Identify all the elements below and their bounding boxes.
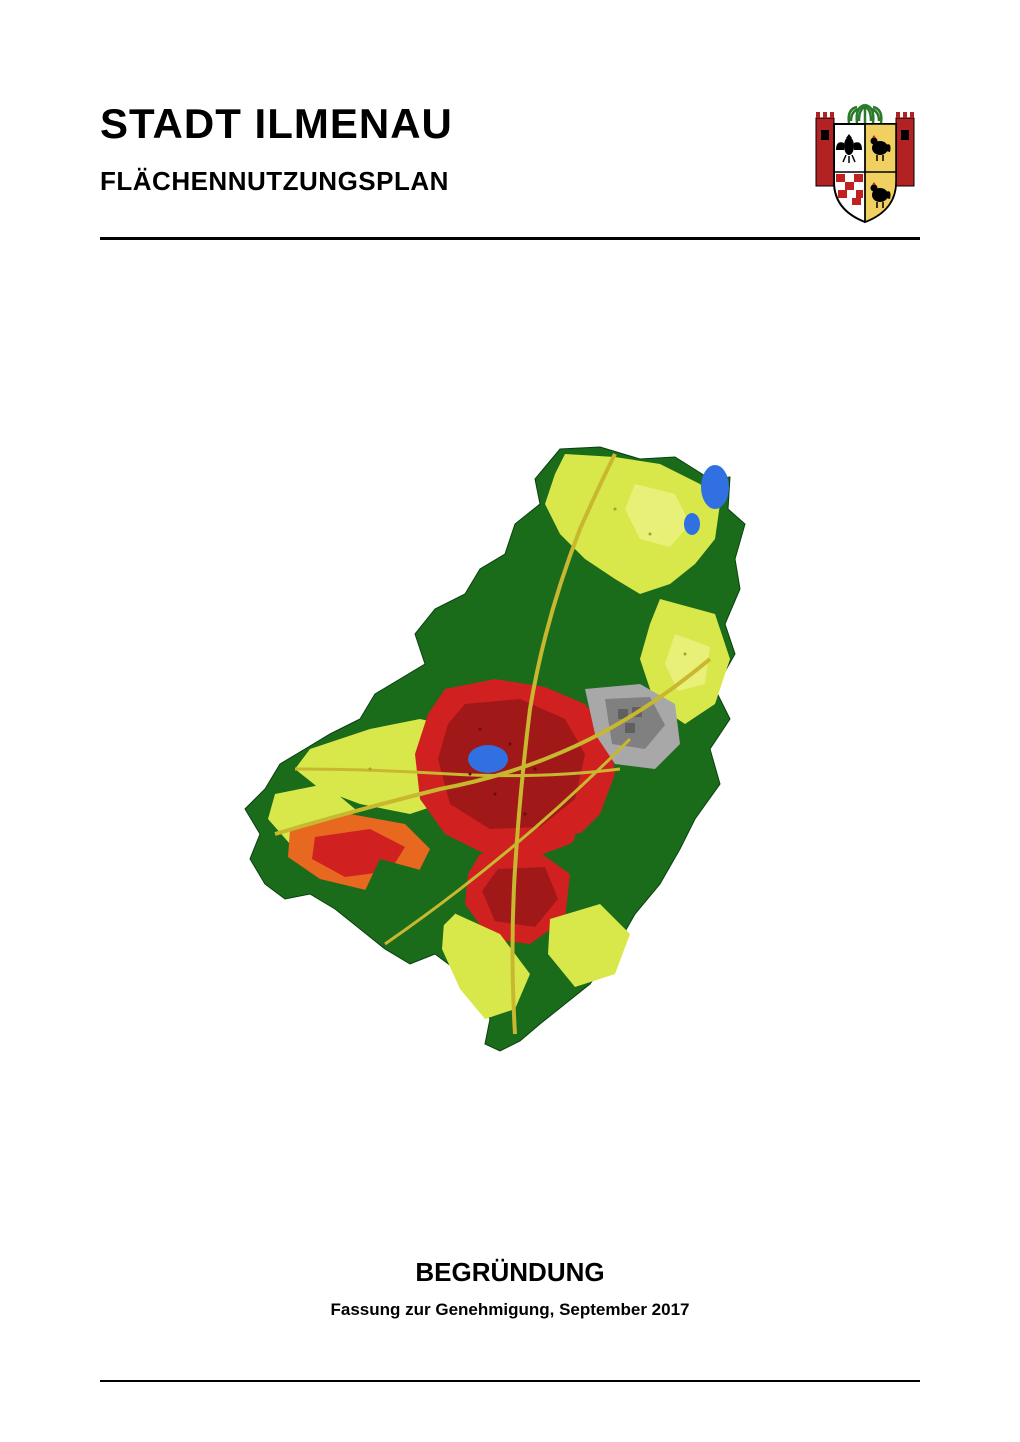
document-footer: BEGRÜNDUNG Fassung zur Genehmigung, Sept… [100,1257,920,1320]
footer-divider [100,1380,920,1382]
version-text: Fassung zur Genehmigung, September 2017 [100,1300,920,1320]
section-title: BEGRÜNDUNG [100,1257,920,1288]
map-container [100,240,920,1257]
coat-of-arms-svg [810,100,920,225]
document-header: STADT ILMENAU FLÄCHENNUTZUNGSPLAN [100,100,920,225]
plan-subtitle: FLÄCHENNUTZUNGSPLAN [100,166,810,197]
city-title: STADT ILMENAU [100,100,810,148]
land-use-map [220,429,800,1069]
header-text-block: STADT ILMENAU FLÄCHENNUTZUNGSPLAN [100,100,810,197]
coat-of-arms-icon [810,100,920,225]
